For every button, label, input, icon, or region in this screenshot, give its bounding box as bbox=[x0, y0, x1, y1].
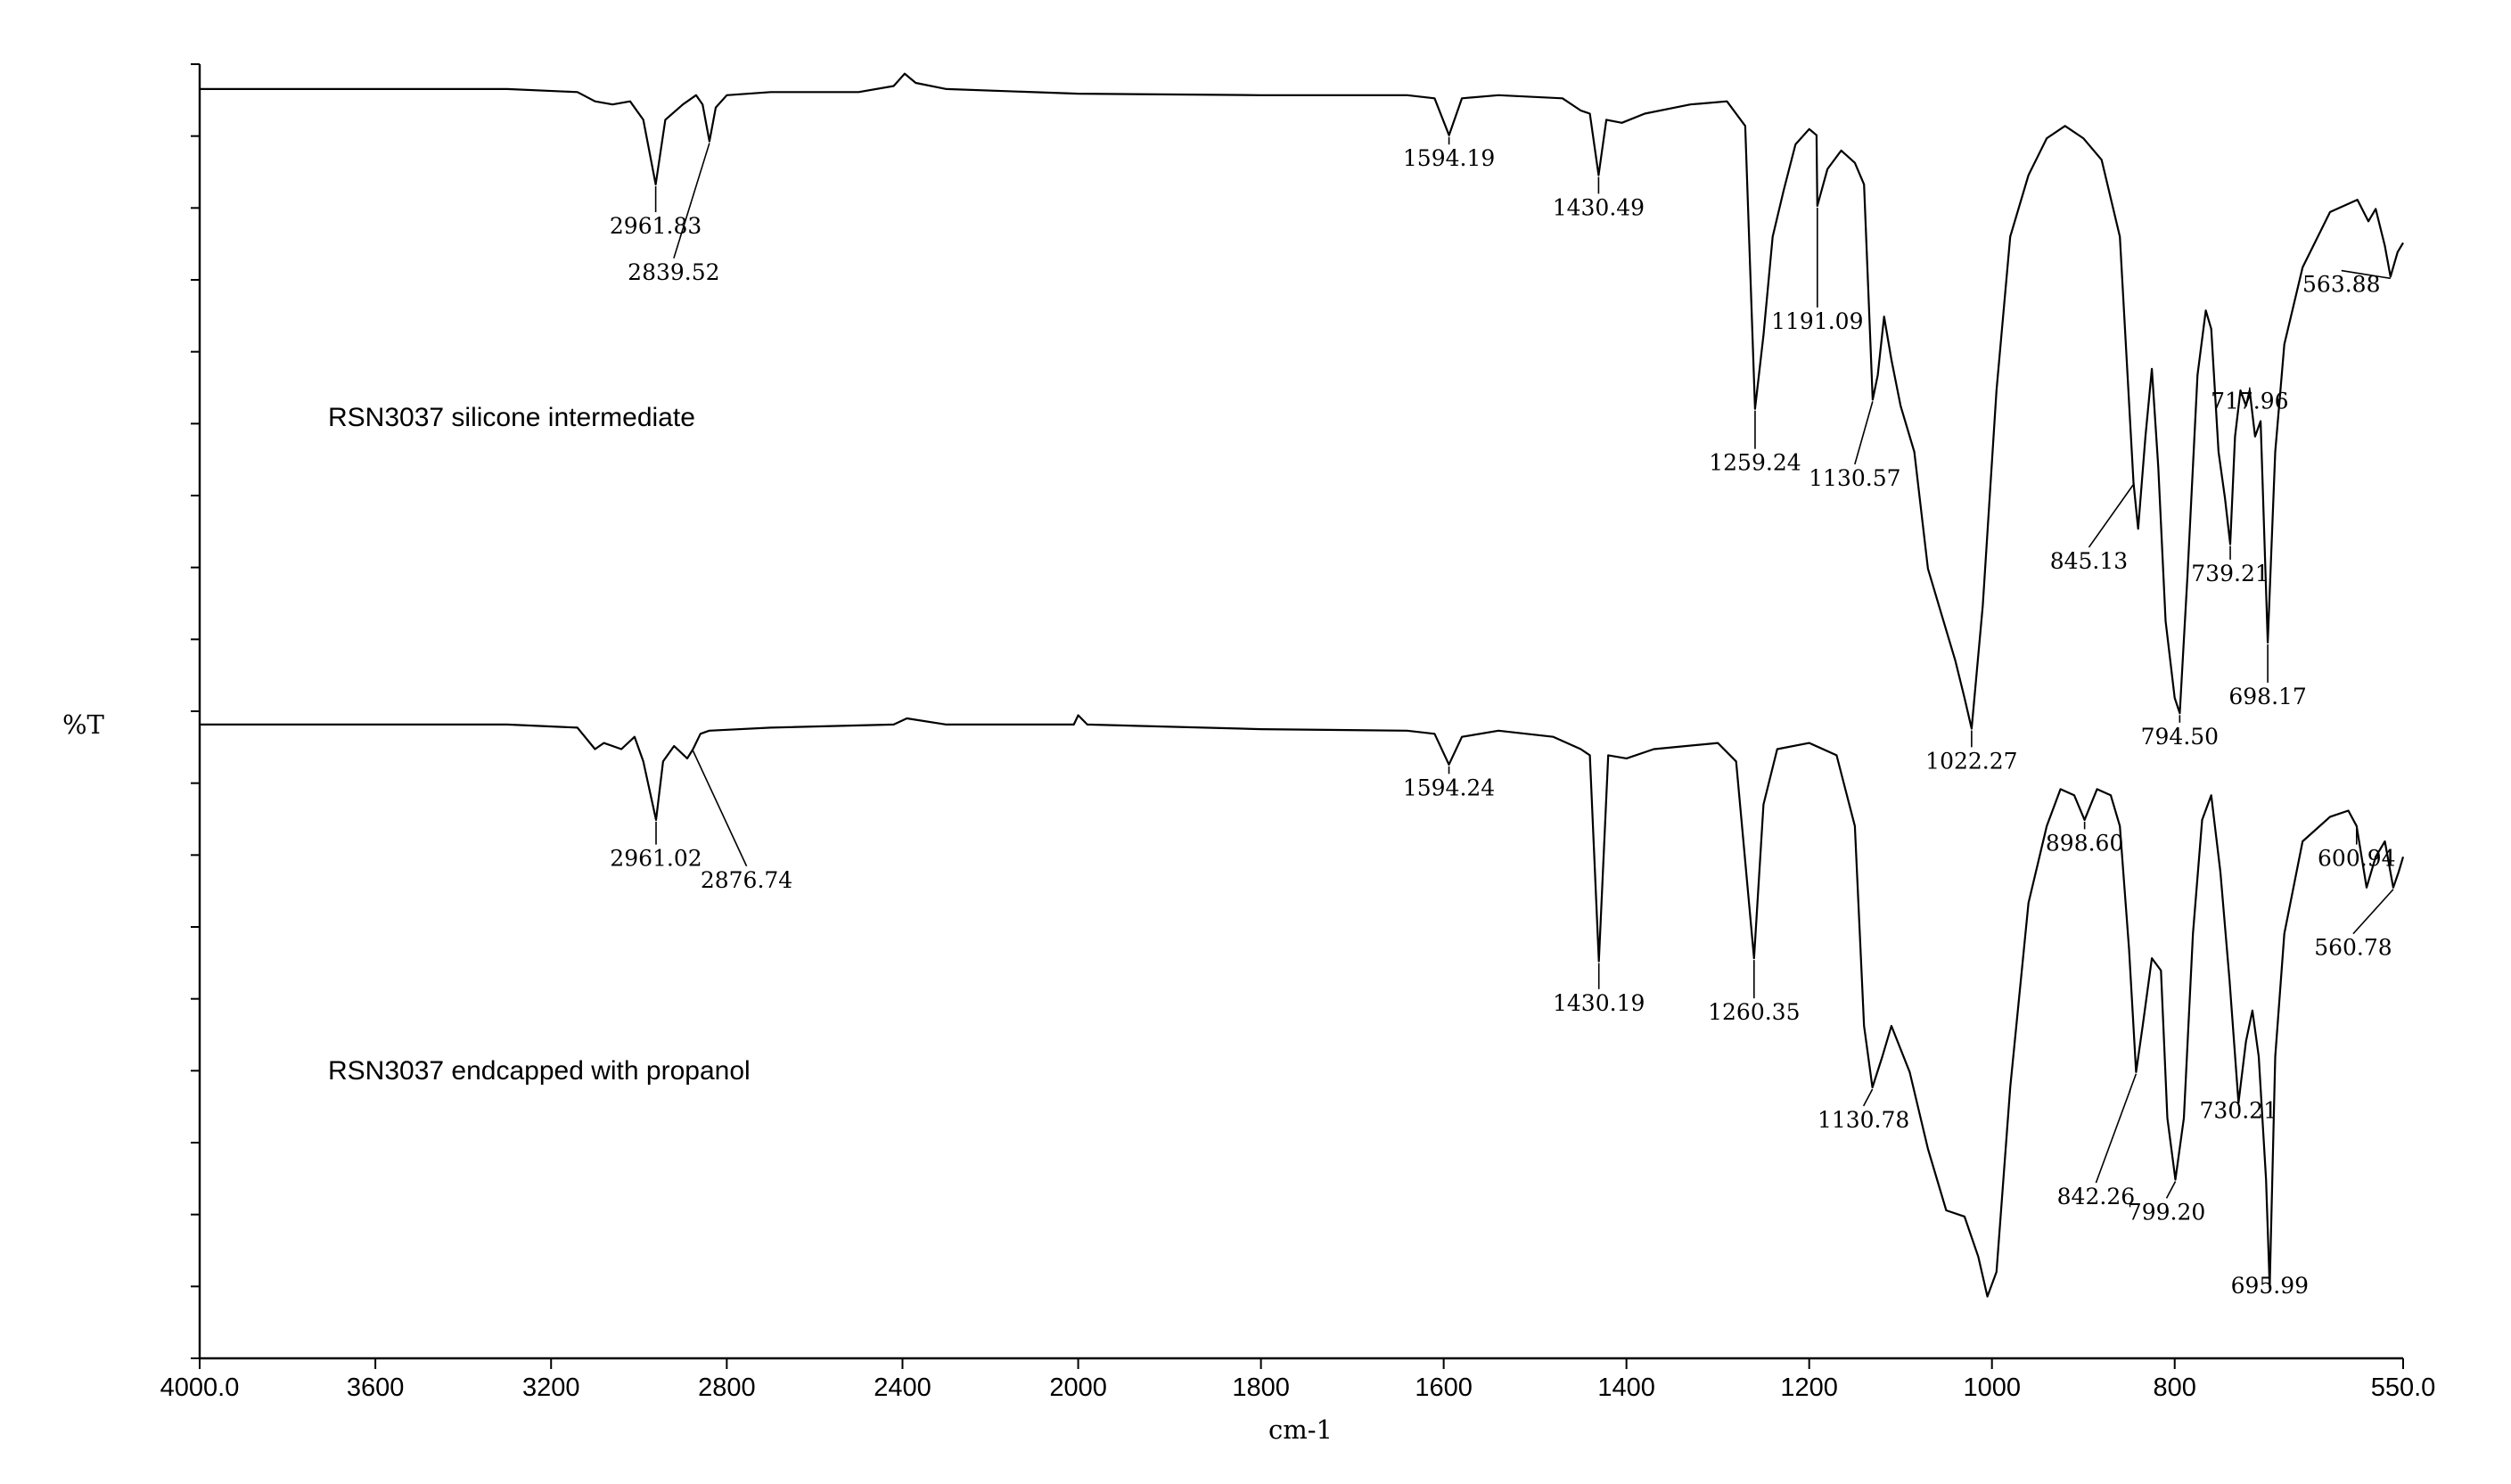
series-label-1: RSN3037 silicone intermediate bbox=[328, 403, 695, 432]
peak-label: 1430.19 bbox=[1553, 990, 1645, 1016]
peak-label: 1130.78 bbox=[1818, 1107, 1909, 1133]
x-tick-label: 800 bbox=[2154, 1373, 2196, 1402]
peak-label: 1594.19 bbox=[1403, 145, 1495, 171]
x-tick-label: 2000 bbox=[1049, 1373, 1107, 1402]
peak-leader bbox=[1862, 1088, 1874, 1107]
y-axis-ticks bbox=[191, 63, 200, 1359]
x-tick-label: 550.0 bbox=[2371, 1373, 2436, 1402]
spectrum-line-1 bbox=[200, 72, 2404, 730]
peak-leader bbox=[2341, 269, 2391, 280]
peak-label: 2961.02 bbox=[610, 846, 702, 872]
x-tick-label: 3600 bbox=[347, 1373, 405, 1402]
peak-label: 799.20 bbox=[2128, 1199, 2205, 1225]
peak-label: 695.99 bbox=[2231, 1273, 2309, 1299]
peak-label: 1259.24 bbox=[1709, 450, 1801, 476]
series-labels: RSN3037 silicone intermediate RSN3037 end… bbox=[328, 403, 751, 1086]
x-tick-label: 4000.0 bbox=[160, 1373, 240, 1402]
peak-label: 600.94 bbox=[2318, 846, 2395, 872]
series-label-2: RSN3037 endcapped with propanol bbox=[328, 1056, 751, 1086]
x-axis-title: cm-1 bbox=[1268, 1414, 1333, 1445]
peak-label: 1260.35 bbox=[1708, 999, 1800, 1025]
peak-label: 739.21 bbox=[2191, 561, 2269, 586]
peak-label: 563.88 bbox=[2302, 272, 2380, 298]
peak-leader bbox=[2165, 1181, 2177, 1199]
peak-leader bbox=[692, 750, 748, 867]
x-tick-label: 2800 bbox=[698, 1373, 756, 1402]
peak-leader bbox=[673, 143, 710, 259]
x-tick-label: 1200 bbox=[1780, 1373, 1838, 1402]
peak-label: 1430.49 bbox=[1553, 194, 1645, 220]
spectra bbox=[200, 72, 2405, 1298]
y-axis-title: %T bbox=[62, 709, 105, 740]
peak-label: 2839.52 bbox=[628, 259, 719, 285]
peak-leader bbox=[2095, 1073, 2138, 1184]
peak-label: 560.78 bbox=[2314, 935, 2392, 961]
peak-leader bbox=[2088, 484, 2135, 548]
peak-label: 2876.74 bbox=[701, 867, 792, 893]
spectrum-line-2 bbox=[200, 714, 2405, 1298]
x-tick-label: 1000 bbox=[1963, 1373, 2021, 1402]
peak-label: 898.60 bbox=[2046, 830, 2123, 856]
peak-label: 845.13 bbox=[2050, 548, 2128, 574]
peak-leader bbox=[1854, 401, 1874, 465]
peak-label: 1594.24 bbox=[1403, 775, 1495, 800]
peak-label: 698.17 bbox=[2228, 684, 2306, 709]
peak-label: 794.50 bbox=[2141, 724, 2219, 750]
peak-annotations: 2961.83 2839.52 1594.19 1430.49 1191.09 1259.… bbox=[610, 136, 2396, 1299]
x-tick-label: 2400 bbox=[874, 1373, 931, 1402]
x-axis-ticks bbox=[199, 1358, 2404, 1369]
peak-label: 1022.27 bbox=[1925, 748, 2017, 774]
x-tick-label: 3200 bbox=[522, 1373, 580, 1402]
peak-leader bbox=[2352, 889, 2394, 935]
peak-label: 842.26 bbox=[2057, 1184, 2135, 1209]
chart-axes bbox=[198, 64, 2403, 1360]
x-tick-label: 1400 bbox=[1597, 1373, 1655, 1402]
peak-label: 1191.09 bbox=[1771, 308, 1863, 334]
peak-label: 2961.83 bbox=[610, 213, 702, 239]
x-axis-tick-labels: 4000.0 3600 3200 2800 2400 2000 1800 1600 1400 12… bbox=[160, 1373, 2436, 1402]
peak-label: 1130.57 bbox=[1809, 465, 1900, 491]
peak-label: 717.96 bbox=[2211, 389, 2288, 414]
peak-label: 730.21 bbox=[2200, 1098, 2277, 1124]
x-tick-label: 1800 bbox=[1232, 1373, 1290, 1402]
x-tick-label: 1600 bbox=[1415, 1373, 1473, 1402]
